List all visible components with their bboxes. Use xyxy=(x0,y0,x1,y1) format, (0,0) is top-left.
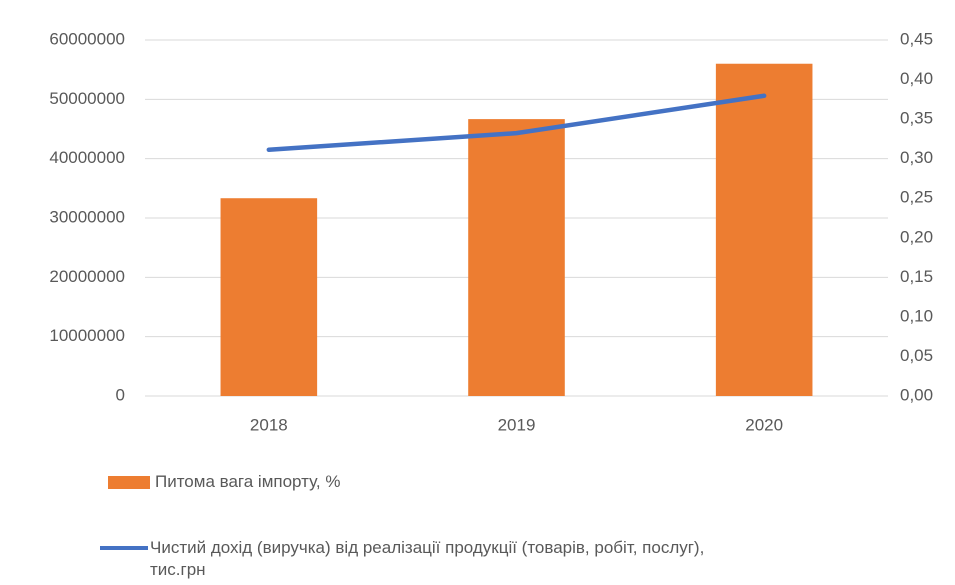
bar xyxy=(468,119,565,396)
y-tick-label: 30000000 xyxy=(49,207,125,226)
legend-swatch-line xyxy=(100,546,148,550)
y-tick-label: 10000000 xyxy=(49,326,125,345)
y-tick-label: 60000000 xyxy=(49,29,125,48)
y2-tick-label: 0,45 xyxy=(900,29,933,48)
y-tick-label: 50000000 xyxy=(49,89,125,108)
chart: 0 10000000 20000000 30000000 40000000 5000000… xyxy=(0,0,955,585)
legend-label: Чистий дохід (виручка) від реалізації пр… xyxy=(150,537,730,581)
y2-tick-label: 0,00 xyxy=(900,385,933,404)
legend-label: Питома вага імпорту, % xyxy=(155,471,340,493)
y-tick-label: 20000000 xyxy=(49,267,125,286)
y2-tick-label: 0,35 xyxy=(900,109,933,128)
x-tick-label: 2020 xyxy=(745,415,783,434)
y2-tick-label: 0,20 xyxy=(900,227,933,246)
chart-area: 0 10000000 20000000 30000000 40000000 5000000… xyxy=(0,0,955,585)
y2-tick-label: 0,30 xyxy=(900,148,933,167)
y-tick-label: 40000000 xyxy=(49,148,125,167)
y2-tick-label: 0,40 xyxy=(900,69,933,88)
bar xyxy=(221,198,318,396)
legend-swatch-bar xyxy=(108,476,150,489)
y2-tick-label: 0,15 xyxy=(900,267,933,286)
bar xyxy=(716,64,813,396)
x-tick-label: 2019 xyxy=(498,415,536,434)
y2-tick-label: 0,25 xyxy=(900,188,933,207)
y2-tick-label: 0,05 xyxy=(900,346,933,365)
y2-tick-label: 0,10 xyxy=(900,306,933,325)
y-tick-label: 0 xyxy=(116,385,125,404)
x-tick-label: 2018 xyxy=(250,415,288,434)
